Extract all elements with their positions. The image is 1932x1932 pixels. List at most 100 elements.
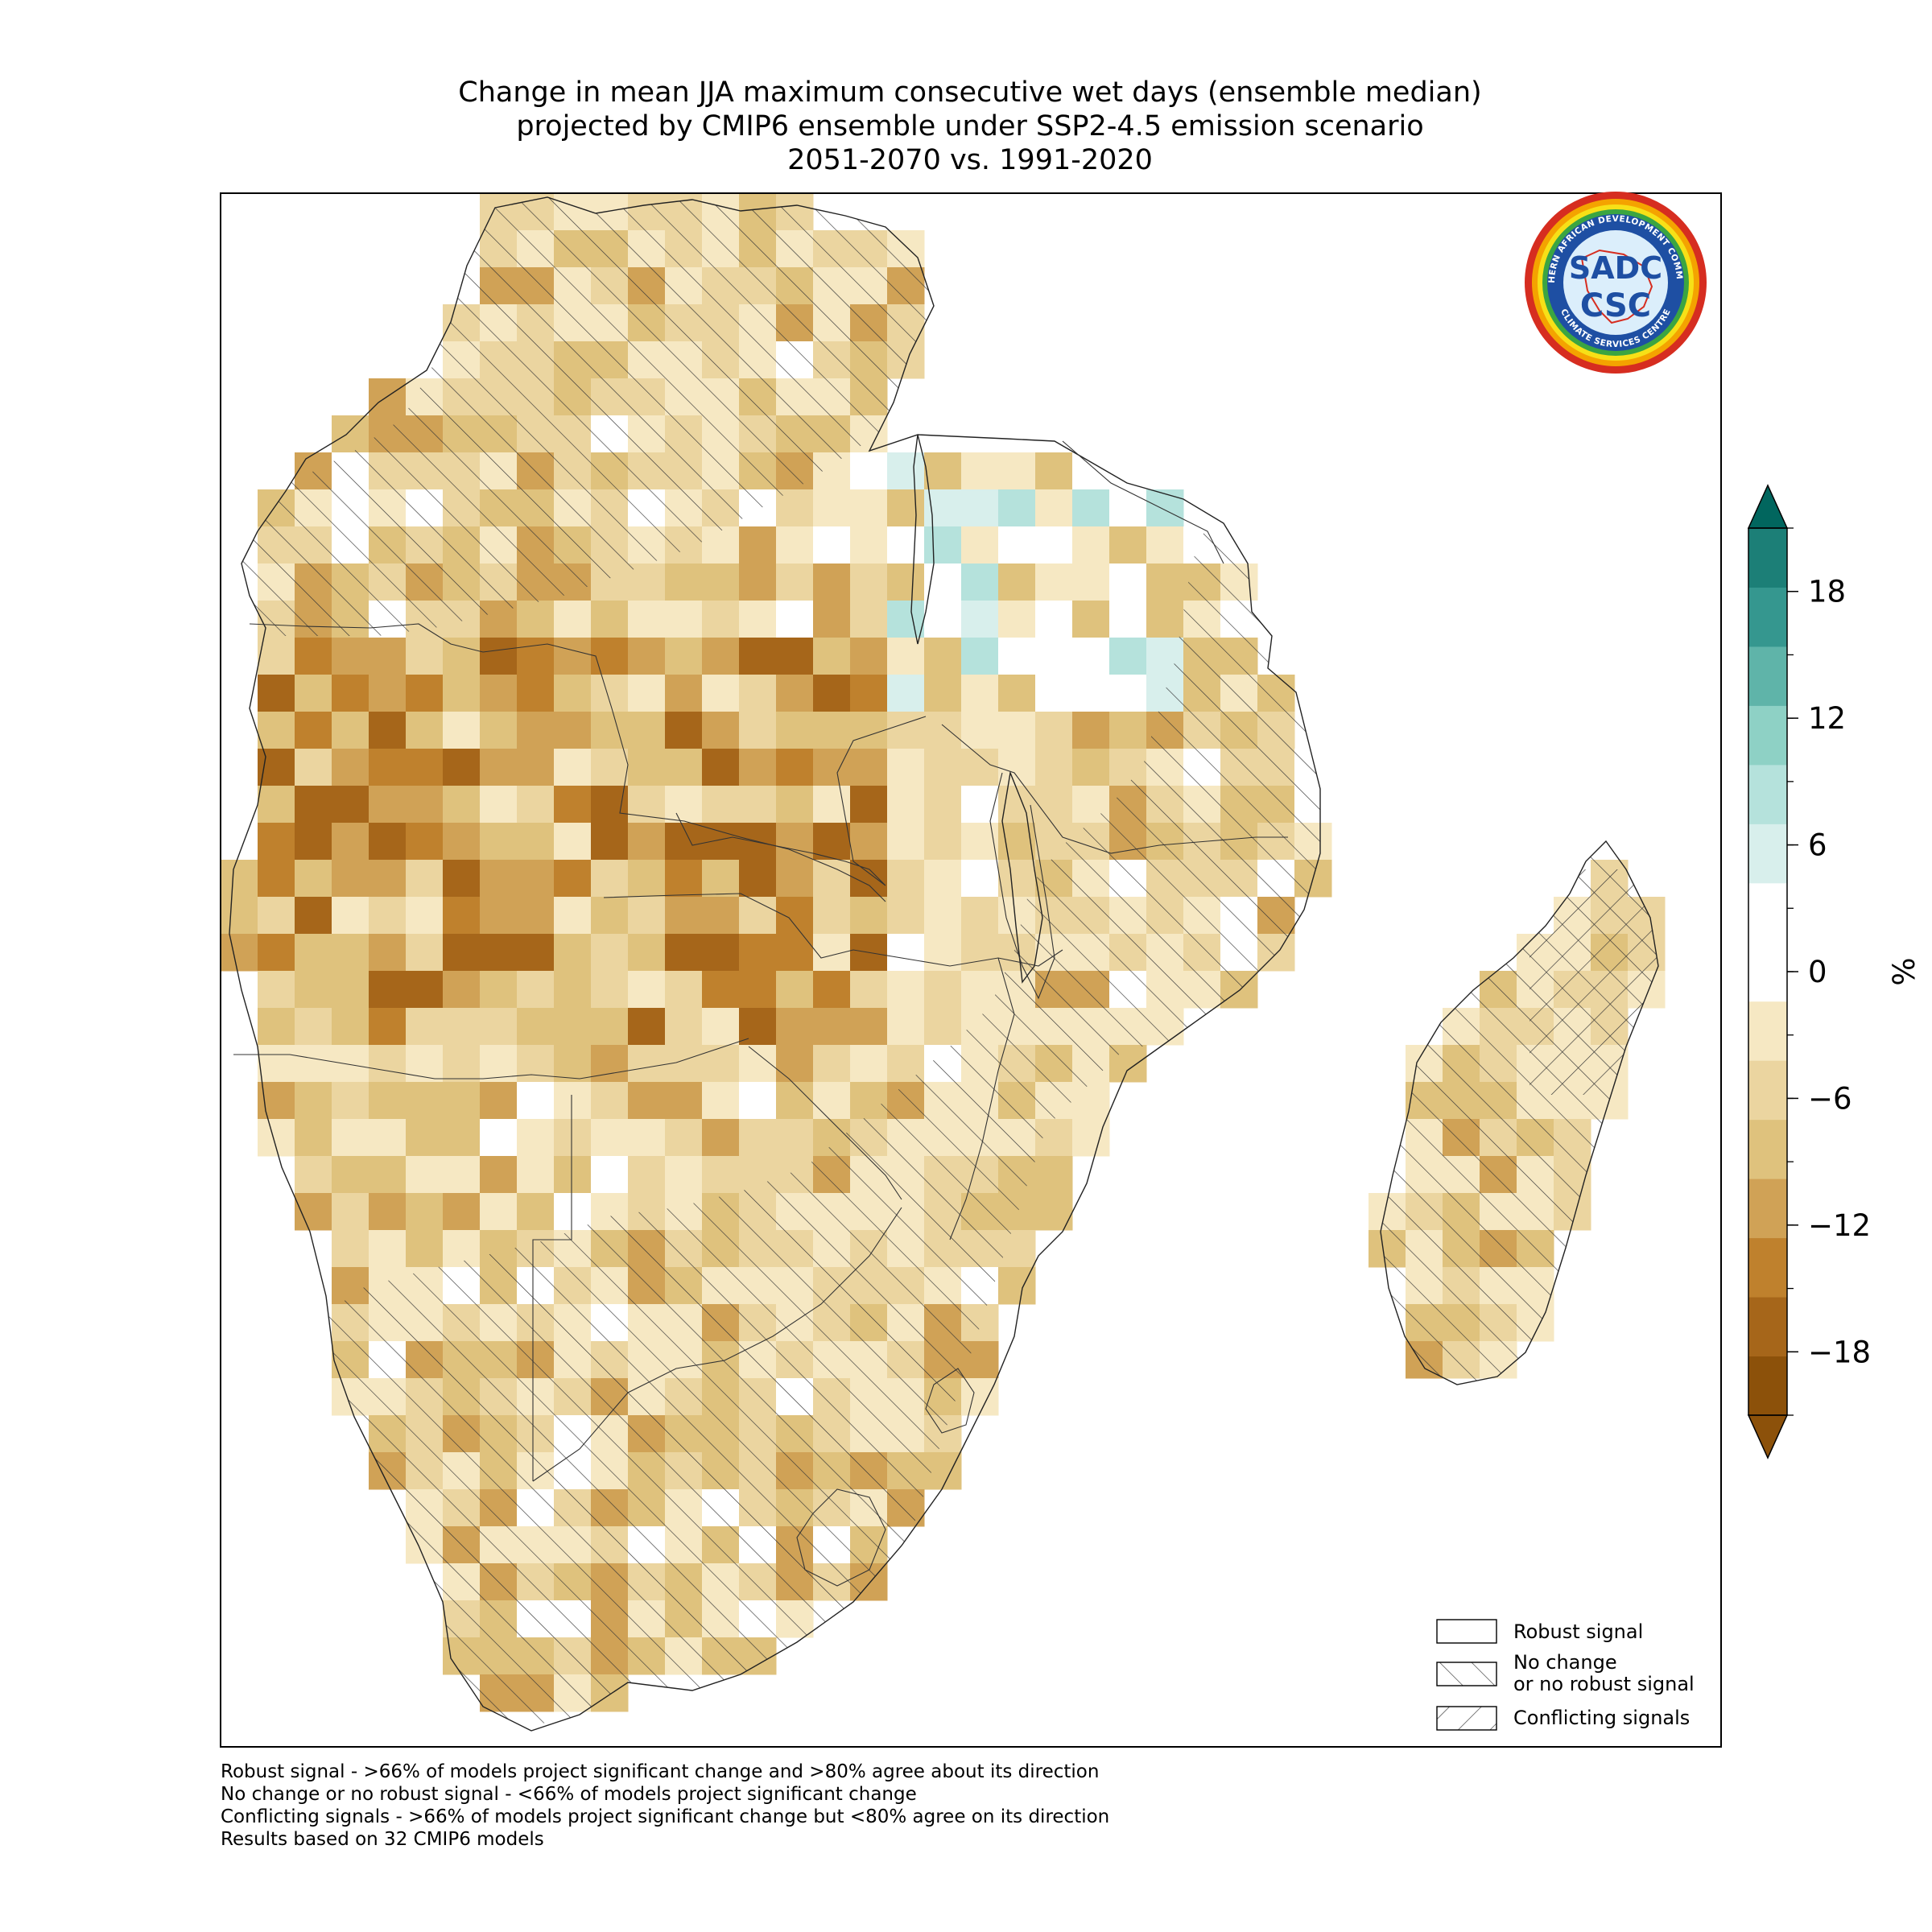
grid-cell xyxy=(702,1156,740,1194)
grid-cell xyxy=(628,712,666,749)
grid-cell xyxy=(850,786,888,824)
grid-cell xyxy=(480,638,518,675)
grid-cell xyxy=(628,1045,666,1083)
grid-cell xyxy=(554,971,592,1009)
grid-cell xyxy=(554,712,592,749)
border-drc-zambia xyxy=(675,716,927,886)
colorbar-band xyxy=(1748,1119,1787,1179)
grid-cell xyxy=(480,897,518,935)
grid-cell xyxy=(517,786,555,824)
grid-cell xyxy=(628,897,666,935)
grid-cell xyxy=(332,786,369,824)
grid-cell xyxy=(591,786,629,824)
colorbar-band xyxy=(1748,824,1787,884)
grid-cell xyxy=(998,564,1036,601)
grid-cell xyxy=(554,638,592,675)
grid-cell xyxy=(702,1119,740,1157)
grid-cell xyxy=(998,638,1036,675)
grid-cell xyxy=(924,860,962,898)
grid-cell xyxy=(739,1008,777,1046)
grid-cell xyxy=(628,860,666,898)
grid-cell xyxy=(554,675,592,712)
border-zambia-zimbabwe xyxy=(603,893,1063,967)
grid-cell xyxy=(628,1082,666,1120)
grid-cell xyxy=(924,749,962,786)
logo-mark-sadc: SADC xyxy=(1569,250,1662,286)
grid-cell xyxy=(628,934,666,972)
grid-cell xyxy=(258,675,295,712)
grid-cell xyxy=(1109,638,1147,675)
grid-cell xyxy=(665,1156,703,1194)
border-malawi xyxy=(989,772,1055,1000)
grid-cell xyxy=(443,1193,481,1231)
grid-cell xyxy=(295,712,332,749)
grid-cell xyxy=(776,786,814,824)
grid-cell xyxy=(776,749,814,786)
grid-cell xyxy=(554,1008,592,1046)
grid-cell xyxy=(850,823,888,861)
grid-cell xyxy=(480,971,518,1009)
grid-cell xyxy=(554,749,592,786)
grid-cell xyxy=(369,786,407,824)
grid-cell xyxy=(443,712,481,749)
grid-cell xyxy=(591,860,629,898)
grid-cell xyxy=(961,823,999,861)
legend-swatch-conflicting xyxy=(1436,1706,1497,1731)
grid-cell xyxy=(1072,601,1110,638)
grid-cell xyxy=(924,564,962,601)
colorbar-band xyxy=(1748,646,1787,706)
grid-cell xyxy=(628,1156,666,1194)
grid-cell xyxy=(961,601,999,638)
grid-cell xyxy=(1035,749,1073,786)
grid-cell xyxy=(887,897,925,935)
grid-cell xyxy=(776,934,814,972)
grid-cell xyxy=(591,638,629,675)
grid-cell xyxy=(850,452,888,490)
grid-cell xyxy=(813,860,851,898)
grid-cell xyxy=(739,1082,777,1120)
grid-cell xyxy=(332,675,369,712)
map-title: Change in mean JJA maximum consecutive w… xyxy=(217,76,1723,177)
grid-cell xyxy=(369,638,407,675)
grid-cell xyxy=(554,897,592,935)
colorbar-band xyxy=(1748,1001,1787,1061)
grid-cell xyxy=(406,712,444,749)
grid-cell xyxy=(924,786,962,824)
grid-cell xyxy=(1035,452,1073,490)
grid-cell xyxy=(406,823,444,861)
grid-cell xyxy=(776,564,814,601)
grid-cell xyxy=(887,712,925,749)
grid-cell xyxy=(443,823,481,861)
grid-cell xyxy=(332,971,369,1009)
grid-cell xyxy=(776,823,814,861)
grid-cell xyxy=(850,749,888,786)
grid-cell xyxy=(517,675,555,712)
grid-cell xyxy=(554,601,592,638)
grid-cell xyxy=(887,823,925,861)
border-botswana-southafrica xyxy=(532,1207,902,1482)
grid-cell xyxy=(628,823,666,861)
grid-cell xyxy=(924,823,962,861)
grid-cell xyxy=(998,749,1036,786)
hatch-legend: Robust signal No change or no robust sig… xyxy=(1436,1619,1695,1731)
grid-cell xyxy=(591,1156,629,1194)
grid-cell xyxy=(517,1008,555,1046)
grid-cell xyxy=(739,786,777,824)
grid-cell xyxy=(1035,638,1073,675)
grid-cell xyxy=(406,934,444,972)
grid-cell xyxy=(480,1156,518,1194)
grid-cell xyxy=(517,823,555,861)
grid-cell xyxy=(591,1008,629,1046)
grid-cell xyxy=(961,489,999,527)
border-angola-namibia xyxy=(233,1038,749,1080)
grid-cell xyxy=(998,526,1036,564)
grid-cell xyxy=(776,675,814,712)
grid-cell xyxy=(369,1045,407,1083)
grid-cell xyxy=(702,971,740,1009)
grid-cell xyxy=(1072,638,1110,675)
colorbar-band xyxy=(1748,587,1787,647)
grid-cell xyxy=(702,1045,740,1083)
grid-cell xyxy=(924,452,962,490)
grid-cell xyxy=(406,971,444,1009)
